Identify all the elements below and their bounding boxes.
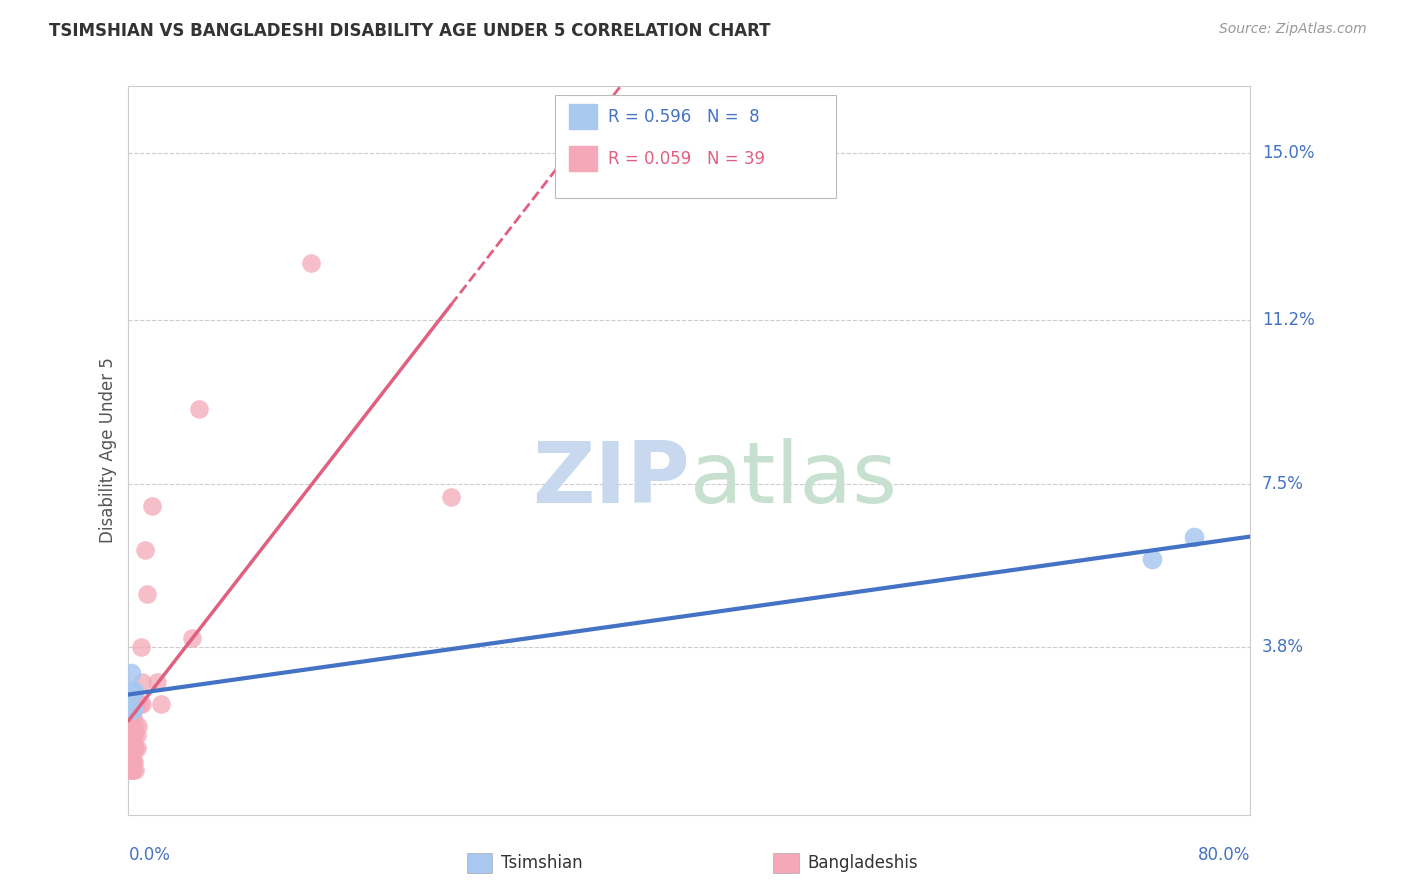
Point <box>121 764 143 778</box>
Point <box>118 764 141 778</box>
Point <box>118 741 141 756</box>
Point <box>118 710 141 724</box>
Text: atlas: atlas <box>689 438 897 521</box>
Point <box>134 542 156 557</box>
Point <box>124 741 146 756</box>
Point <box>187 401 209 416</box>
Text: R = 0.059   N = 39: R = 0.059 N = 39 <box>609 150 765 168</box>
Text: Bangladeshis: Bangladeshis <box>807 854 918 871</box>
Point <box>121 728 143 742</box>
Text: 80.0%: 80.0% <box>1198 846 1250 863</box>
Point <box>120 710 142 724</box>
Point <box>120 684 142 698</box>
Point <box>120 666 142 681</box>
Point <box>131 675 153 690</box>
Text: 0.0%: 0.0% <box>128 846 170 863</box>
Point <box>121 710 143 724</box>
Point <box>149 697 172 711</box>
Text: R = 0.596   N =  8: R = 0.596 N = 8 <box>609 108 759 126</box>
Point <box>124 764 146 778</box>
Text: TSIMSHIAN VS BANGLADESHI DISABILITY AGE UNDER 5 CORRELATION CHART: TSIMSHIAN VS BANGLADESHI DISABILITY AGE … <box>49 22 770 40</box>
Point <box>122 684 145 698</box>
Text: Tsimshian: Tsimshian <box>501 854 582 871</box>
Point <box>120 719 142 733</box>
Text: 3.8%: 3.8% <box>1261 638 1303 656</box>
Point <box>121 755 143 769</box>
Text: 15.0%: 15.0% <box>1261 144 1315 161</box>
Point <box>145 675 167 690</box>
Point <box>124 719 146 733</box>
Point <box>127 697 149 711</box>
Point <box>121 741 143 756</box>
Point <box>120 755 142 769</box>
Text: ZIP: ZIP <box>531 438 689 521</box>
Point <box>120 728 142 742</box>
Point <box>141 499 163 513</box>
Point <box>125 728 148 742</box>
Point <box>131 697 153 711</box>
Point <box>122 755 145 769</box>
Point <box>121 701 143 715</box>
Point <box>120 741 142 756</box>
Point <box>299 256 322 270</box>
Point <box>121 684 143 698</box>
Point <box>118 755 141 769</box>
Point <box>121 701 143 715</box>
Point <box>122 728 145 742</box>
Point <box>128 697 150 711</box>
Point <box>127 719 149 733</box>
Point <box>125 741 148 756</box>
Point <box>135 587 157 601</box>
Point <box>129 640 152 654</box>
Text: 11.2%: 11.2% <box>1261 311 1315 329</box>
Point <box>440 490 463 504</box>
Point <box>1182 529 1205 543</box>
Text: Source: ZipAtlas.com: Source: ZipAtlas.com <box>1219 22 1367 37</box>
Y-axis label: Disability Age Under 5: Disability Age Under 5 <box>100 358 117 543</box>
Point <box>122 741 145 756</box>
Point <box>1142 551 1164 566</box>
Text: 7.5%: 7.5% <box>1261 475 1303 492</box>
Point <box>180 631 202 645</box>
Point <box>118 728 141 742</box>
Point <box>120 764 142 778</box>
